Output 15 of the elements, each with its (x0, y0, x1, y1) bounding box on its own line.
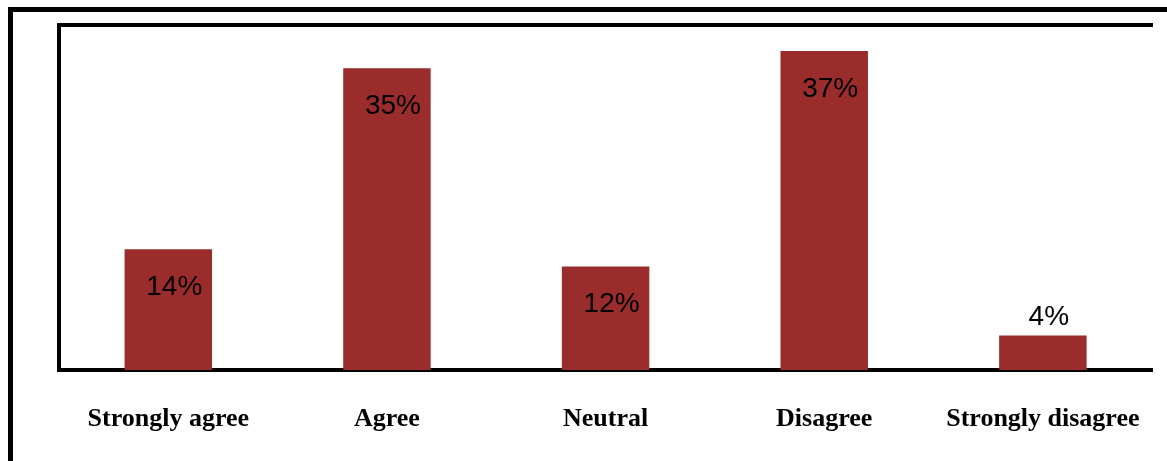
x-tick-label: Strongly disagree (946, 403, 1140, 433)
bar (561, 266, 650, 370)
data-label: 37% (802, 71, 859, 103)
bar (124, 249, 213, 370)
data-label: 35% (364, 88, 421, 120)
data-label: 4% (1028, 300, 1070, 332)
bar (999, 335, 1087, 370)
data-label: 12% (583, 287, 640, 319)
x-tick-label: Agree (353, 403, 420, 433)
x-tick-label: Neutral (562, 403, 649, 433)
x-tick-label: Disagree (776, 403, 873, 433)
data-label: 14% (146, 269, 203, 301)
x-tick-label: Strongly agree (87, 403, 250, 433)
bar (780, 50, 868, 370)
bar (343, 68, 431, 370)
